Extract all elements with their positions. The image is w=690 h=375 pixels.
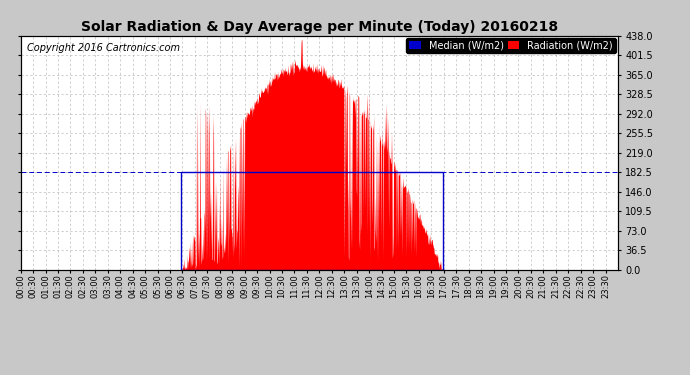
Title: Solar Radiation & Day Average per Minute (Today) 20160218: Solar Radiation & Day Average per Minute… (81, 21, 558, 34)
Bar (181, 172, 442, 270)
Text: Copyright 2016 Cartronics.com: Copyright 2016 Cartronics.com (27, 43, 179, 52)
Legend: Median (W/m2), Radiation (W/m2): Median (W/m2), Radiation (W/m2) (406, 38, 615, 53)
